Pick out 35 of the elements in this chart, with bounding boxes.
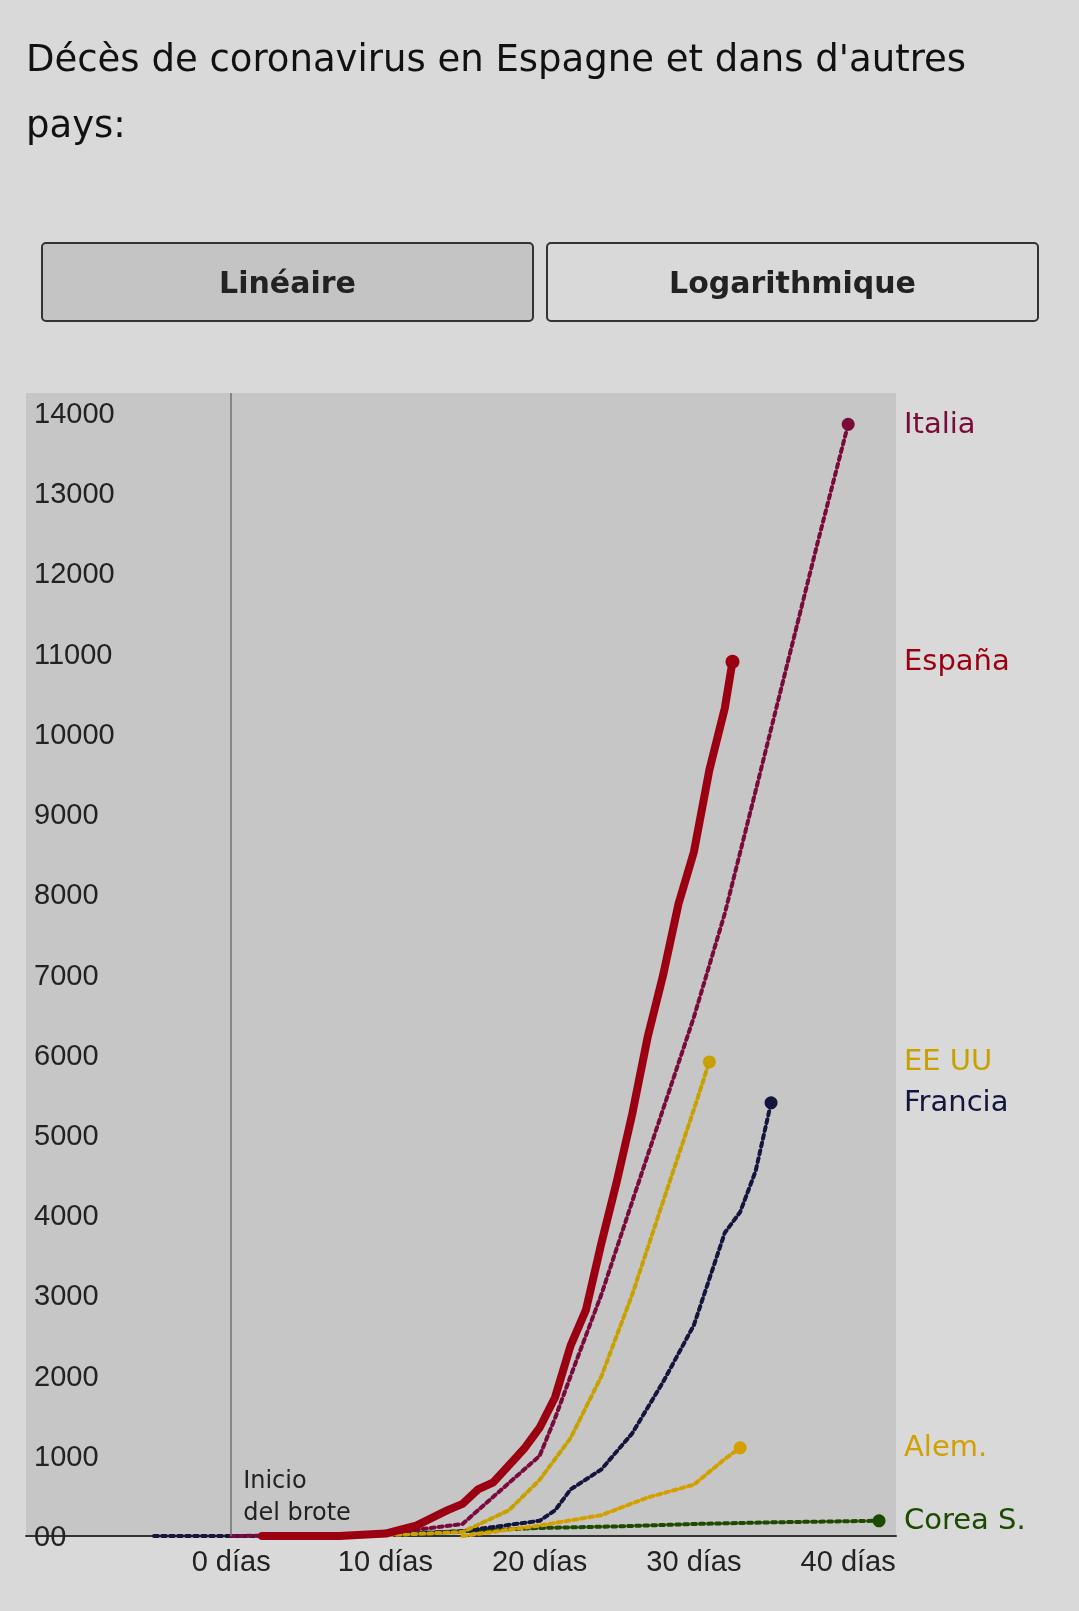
y-tick-label: 5000 xyxy=(34,1118,99,1151)
text: Francia xyxy=(904,1084,1009,1119)
y-tick-label: 10000 xyxy=(34,717,115,750)
y-tick-label: 2000 xyxy=(34,1359,99,1392)
point xyxy=(725,654,740,669)
y-tick-label: 7000 xyxy=(34,958,99,991)
y-tick-label: 8000 xyxy=(34,878,99,911)
x-tick-label: 20 días xyxy=(492,1544,588,1577)
series-label: Italia xyxy=(904,405,976,440)
point xyxy=(872,1514,886,1528)
y-tick-label: 3000 xyxy=(34,1279,99,1312)
y-tick-label: 1000 xyxy=(34,1439,99,1472)
x-tick-label: 40 días xyxy=(800,1544,896,1577)
y-tick-label: 14000 xyxy=(34,397,115,430)
text: Logarithmique xyxy=(546,242,1039,322)
x-tick-label: 0 días xyxy=(191,1544,271,1577)
point xyxy=(764,1096,778,1110)
point xyxy=(733,1441,747,1455)
y-tick-label: 4000 xyxy=(34,1199,99,1232)
y-tick-label: 6000 xyxy=(34,1038,99,1071)
y-tick-label: 13000 xyxy=(34,477,115,510)
text: Alem. xyxy=(904,1429,988,1464)
y-tick-label: 11000 xyxy=(34,637,113,670)
ref-line-label: Inicio del brote xyxy=(243,1466,351,1526)
x-tick-label: 30 días xyxy=(646,1544,742,1577)
series-label: Corea S. xyxy=(904,1502,1026,1537)
point xyxy=(841,417,855,431)
chart-title: Décès de coronavirus en Espagne et dans d'autres pays: xyxy=(26,36,968,148)
point xyxy=(702,1055,716,1069)
y-tick-label: 12000 xyxy=(34,557,115,590)
x-tick-label: 10 días xyxy=(337,1544,433,1577)
text: España xyxy=(904,643,1010,678)
text: EE UU xyxy=(904,1043,993,1078)
text: Linéaire xyxy=(41,242,534,322)
y-tick-label: 9000 xyxy=(34,798,99,831)
